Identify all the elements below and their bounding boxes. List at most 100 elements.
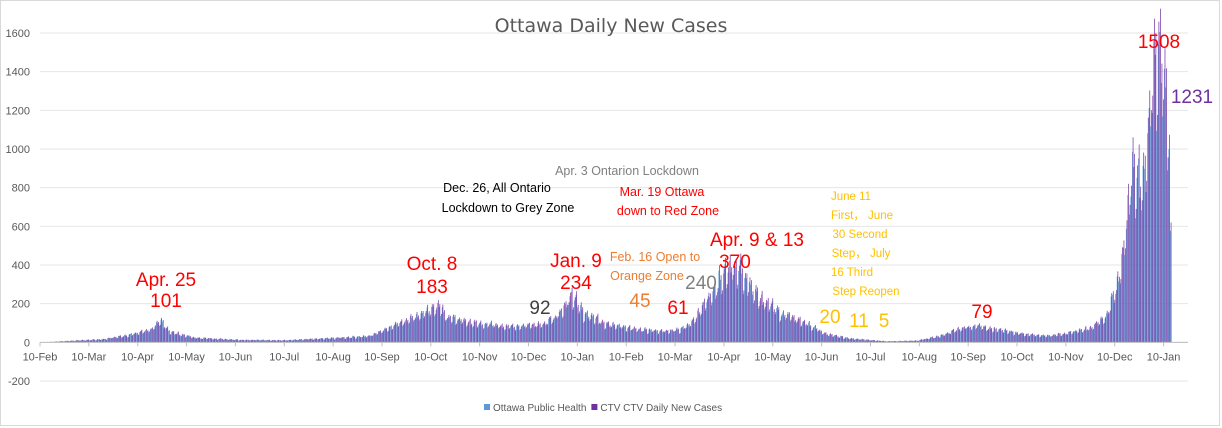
bar [493, 327, 495, 343]
bar [449, 317, 451, 343]
bar [845, 337, 847, 343]
bar [216, 338, 217, 343]
bar [73, 340, 74, 343]
bar [477, 326, 479, 343]
bar [1128, 183, 1129, 343]
bar [388, 327, 390, 343]
bar [403, 324, 404, 343]
bar [1010, 331, 1012, 343]
bar [428, 311, 430, 343]
bar [693, 317, 695, 343]
bar [843, 338, 844, 343]
bar [1024, 335, 1026, 343]
bar [937, 336, 939, 343]
bar [647, 333, 649, 343]
bar [1144, 168, 1145, 343]
bar [1146, 180, 1148, 343]
bar [947, 332, 948, 343]
bar [461, 323, 463, 343]
bar [586, 312, 587, 343]
bar [124, 334, 126, 343]
bar [783, 316, 785, 343]
bar [130, 333, 131, 343]
bar [610, 327, 612, 343]
bar [710, 305, 712, 343]
bar [846, 337, 847, 343]
bar [1067, 334, 1069, 343]
bar [685, 328, 686, 343]
bar [750, 284, 752, 343]
bar [732, 274, 734, 343]
bar [189, 336, 191, 343]
bar [174, 334, 175, 343]
bar [297, 340, 299, 343]
bar [472, 326, 474, 343]
bar [262, 339, 264, 343]
bar [67, 341, 69, 343]
bar [980, 325, 982, 343]
bar [377, 334, 378, 343]
bar [343, 337, 345, 343]
bar [311, 338, 313, 343]
annotation-label: 234 [560, 273, 592, 294]
bar [178, 331, 179, 343]
bar [1130, 196, 1132, 343]
bar [657, 334, 659, 343]
bar [859, 339, 861, 343]
bar [250, 339, 252, 343]
bar [1049, 335, 1050, 343]
x-tick-label: 10-Jul [855, 351, 885, 363]
bar [294, 339, 296, 343]
bar [975, 329, 977, 343]
bar [111, 338, 113, 343]
bar [539, 324, 540, 343]
bar [639, 328, 641, 343]
bar [546, 325, 548, 343]
bar [982, 328, 983, 343]
bar [354, 336, 356, 343]
bar [849, 338, 851, 343]
bar [542, 323, 544, 343]
bar [278, 339, 280, 343]
bar [113, 337, 115, 343]
bar [299, 338, 301, 343]
bar [549, 317, 551, 343]
bar [1141, 200, 1143, 343]
bar [77, 340, 79, 343]
bar [271, 340, 273, 343]
bar [61, 341, 63, 343]
bar [686, 324, 688, 343]
bar [197, 337, 198, 343]
bar [110, 338, 112, 343]
bar [721, 293, 723, 343]
bar [1024, 336, 1025, 343]
bar [196, 338, 197, 343]
bar [964, 329, 966, 343]
bar [919, 339, 921, 343]
bar [1014, 332, 1016, 343]
bar [814, 325, 816, 343]
bar [1038, 334, 1040, 343]
bar [1011, 332, 1013, 343]
annotation-label: 183 [416, 277, 448, 298]
bar [309, 338, 311, 343]
annotation-label: Oct. 8 [407, 254, 458, 275]
bar [971, 329, 973, 343]
bar [298, 339, 300, 343]
bar [1074, 331, 1075, 343]
bar [457, 320, 458, 343]
bar [906, 340, 907, 343]
bar [895, 341, 897, 343]
bar [468, 321, 470, 343]
bar [155, 325, 156, 343]
bar [545, 324, 546, 343]
bar [1033, 335, 1034, 343]
bar [603, 321, 605, 343]
y-tick-label: -200 [8, 376, 30, 388]
bar [1125, 228, 1127, 343]
bar [284, 339, 286, 343]
bar [296, 339, 298, 343]
bar [770, 303, 772, 343]
bar [1074, 330, 1076, 343]
bar [1055, 336, 1057, 343]
